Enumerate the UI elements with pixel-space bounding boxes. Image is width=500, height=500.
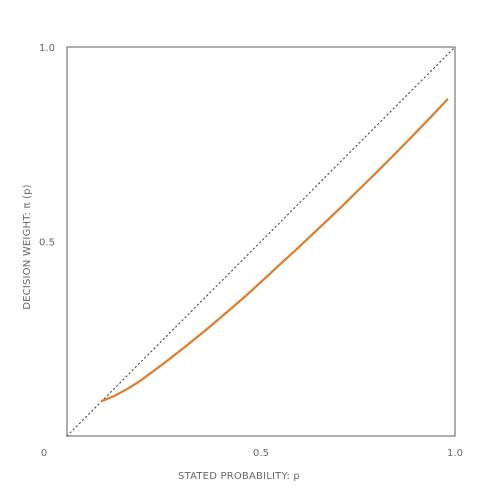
y-tick-label: 1.0 [39, 43, 55, 54]
x-axis-label: STATED PROBABILITY: p [178, 471, 300, 482]
plot-frame [66, 46, 456, 437]
x-tick-label: 1.0 [447, 448, 463, 459]
x-tick-label: 0 [41, 448, 47, 459]
series-line-0 [100, 98, 449, 403]
reference-diagonal [66, 46, 456, 437]
y-tick-label: 0.5 [39, 238, 55, 249]
x-tick-label: 0.5 [253, 448, 269, 459]
y-axis-label: DECISION WEIGHT: π (p) [22, 184, 33, 310]
